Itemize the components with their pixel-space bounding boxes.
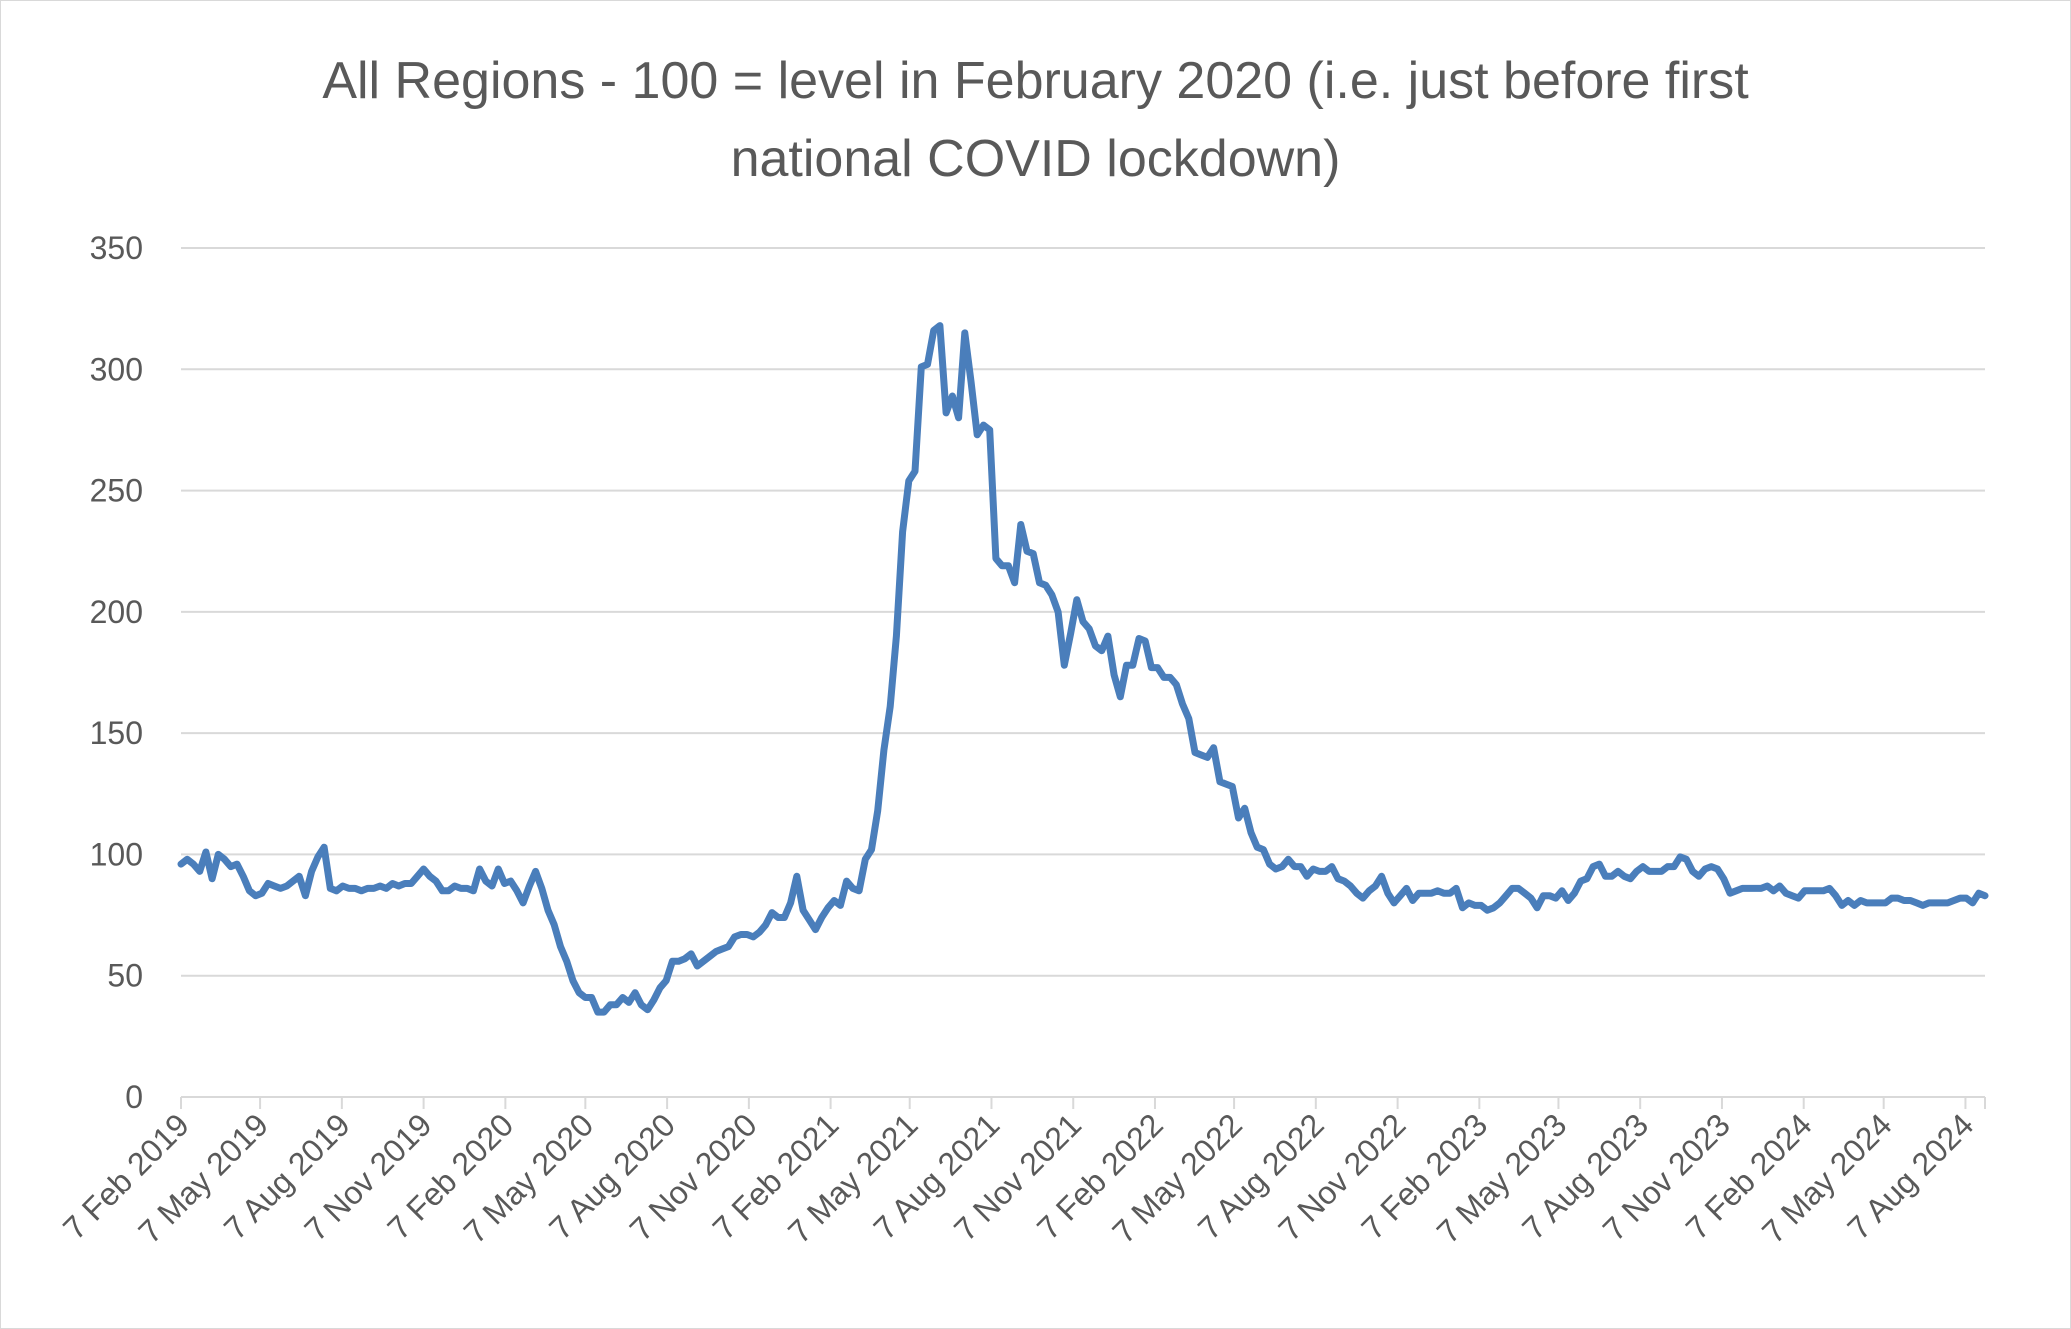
y-tick-label-300: 300 xyxy=(90,351,143,387)
chart-title-line-2: national COVID lockdown) xyxy=(730,130,1341,188)
y-tick-label-350: 350 xyxy=(90,230,143,266)
series-layer xyxy=(177,322,1989,1016)
y-tick-label-100: 100 xyxy=(90,836,143,872)
series-line-0 xyxy=(177,322,1989,1016)
y-tick-label-0: 0 xyxy=(125,1079,143,1115)
chart-title: All Regions - 100 = level in February 20… xyxy=(0,42,2071,198)
y-axis-tick-labels: 0 50 100 150 200 250 300 350 xyxy=(90,230,143,1115)
chart-title-line-1: All Regions - 100 = level in February 20… xyxy=(322,52,1749,110)
y-tick-label-250: 250 xyxy=(90,473,143,509)
y-tick-label-150: 150 xyxy=(90,715,143,751)
y-tick-label-200: 200 xyxy=(90,594,143,630)
y-tick-label-50: 50 xyxy=(107,958,143,994)
